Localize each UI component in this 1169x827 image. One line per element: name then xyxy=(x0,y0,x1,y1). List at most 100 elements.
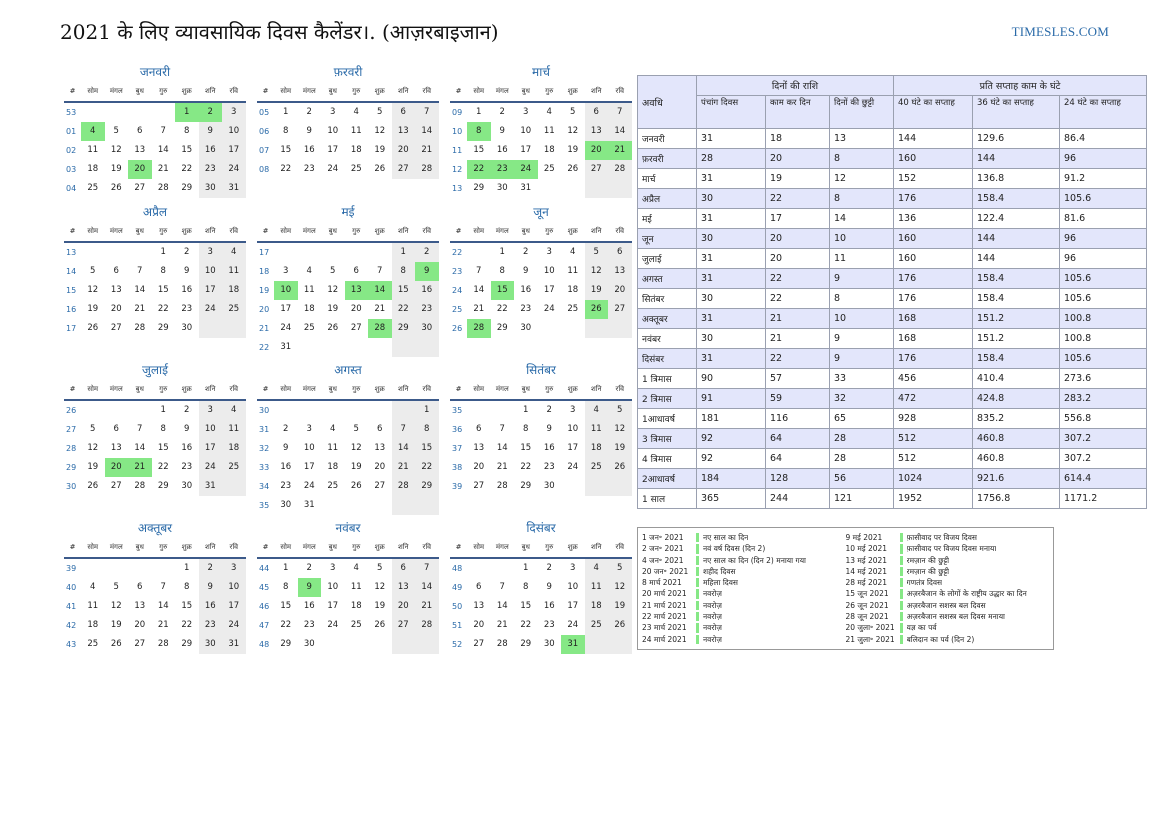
weekday-header: गुरु xyxy=(151,537,175,559)
day-cell: 3 xyxy=(283,266,289,276)
day-cell: 26 xyxy=(374,620,386,630)
holiday-marker xyxy=(696,578,699,588)
summary-value: 100.8 xyxy=(1059,328,1147,349)
month-name: अक्तूबर xyxy=(137,521,173,535)
day-cell: 19 xyxy=(327,304,339,314)
site-link[interactable]: TIMESLES.COM xyxy=(1011,24,1109,39)
summary-value: 122.4 xyxy=(972,208,1060,229)
day-cell: 22 xyxy=(496,304,508,314)
summary-value: 556.8 xyxy=(1059,408,1147,429)
day-cell: 26 xyxy=(110,183,122,193)
empty-day-cell xyxy=(391,401,415,420)
holiday-date: 8 मार्च 2021 xyxy=(642,578,682,588)
summary-value: 65 xyxy=(829,408,894,429)
day-cell: 3 xyxy=(570,563,576,573)
day-cell: 17 xyxy=(303,462,315,472)
weekday-header: सोम xyxy=(467,81,491,103)
weekday-header: शुक्र xyxy=(368,81,392,103)
day-cell: 27 xyxy=(391,160,415,179)
day-cell: 15 xyxy=(391,281,415,300)
summary-value: 144 xyxy=(893,128,973,149)
empty-day-cell xyxy=(222,477,246,496)
day-cell: 6 xyxy=(476,424,482,434)
week-number: 06 xyxy=(259,127,270,136)
day-cell: 8 xyxy=(523,424,529,434)
summary-value: 31 xyxy=(696,128,766,149)
holiday-marker xyxy=(899,578,903,588)
day-cell: 7 xyxy=(391,420,415,439)
holiday-name: गणतंत्र दिवस xyxy=(906,578,943,588)
summary-value: 96 xyxy=(1059,148,1147,169)
day-cell: 14 xyxy=(496,601,508,611)
weekday-header: शुक्र xyxy=(561,221,585,243)
week-number: 44 xyxy=(259,564,270,573)
week-number: 13 xyxy=(66,248,77,257)
weekday-header: सोम xyxy=(467,537,491,559)
weekday-header: शनि xyxy=(584,81,608,103)
empty-day-cell xyxy=(222,319,246,338)
day-cell: 4 xyxy=(306,266,312,276)
week-number-header: # xyxy=(450,537,467,559)
empty-day-cell xyxy=(345,635,369,654)
empty-day-cell xyxy=(321,243,345,262)
summary-value: 168 xyxy=(893,328,973,349)
summary-value: 86.4 xyxy=(1059,128,1147,149)
summary-period: जनवरी xyxy=(637,128,697,149)
summary-value: 176 xyxy=(893,348,973,369)
day-cell: 19 xyxy=(110,620,122,630)
day-cell: 24 xyxy=(222,160,246,179)
day-cell: 30 xyxy=(280,500,292,510)
day-cell: 30 xyxy=(198,635,222,654)
day-cell: 17 xyxy=(198,439,222,458)
weekday-header: शुक्र xyxy=(561,379,585,401)
day-cell: 25 xyxy=(327,481,339,491)
weekday-header: मंगल xyxy=(297,379,321,401)
day-cell: 26 xyxy=(327,323,339,333)
day-cell: 18 xyxy=(567,285,579,295)
weekday-header: गुरु xyxy=(537,81,561,103)
weekday-header: सोम xyxy=(274,537,298,559)
summary-value: 64 xyxy=(765,428,830,449)
day-cell: 3 xyxy=(523,107,529,117)
weekday-header: मंगल xyxy=(490,221,514,243)
day-cell: 13 xyxy=(374,443,386,453)
weekday-header: रवि xyxy=(608,221,632,243)
summary-value: 105.6 xyxy=(1059,268,1147,289)
week-number-header: # xyxy=(450,221,467,243)
empty-day-cell xyxy=(321,496,345,515)
holiday-date: 10 मई 2021 xyxy=(845,544,888,554)
month-grid: # सोम मंगल बुध गुरु शुक्र शनि रवि 09 1 2 3 4 5 6 7 10 8 9 1… xyxy=(450,81,632,198)
week-number-header: # xyxy=(450,379,467,401)
summary-value: 31 xyxy=(696,248,766,269)
day-cell: 28 xyxy=(134,481,146,491)
day-cell: 9 xyxy=(499,126,505,136)
summary-period: दिसंबर xyxy=(637,348,697,369)
summary-value: 21 xyxy=(765,328,830,349)
summary-subheader: काम कर दिन xyxy=(765,95,830,129)
day-cell: 14 xyxy=(134,443,146,453)
holiday-column-right: 9 मई 2021 फ़ासीवाद पर विजय दिवस 10 मई 2021… xyxy=(846,532,1050,649)
summary-value: 30 xyxy=(696,228,766,249)
holiday-row: 20 मार्च 2021 नवरोज़ xyxy=(642,588,846,599)
week-number: 26 xyxy=(452,324,463,333)
day-cell: 24 xyxy=(198,300,222,319)
day-cell: 3 xyxy=(306,424,312,434)
day-cell: 22 xyxy=(520,620,532,630)
day-cell: 6 xyxy=(113,424,119,434)
holiday-name: शहीद दिवस xyxy=(703,566,736,576)
summary-value: 160 xyxy=(893,228,973,249)
holiday-marker xyxy=(899,623,903,633)
day-cell: 11 xyxy=(350,126,362,136)
day-cell: 14 xyxy=(496,443,508,453)
day-cell: 31 xyxy=(561,635,585,654)
summary-value: 92 xyxy=(696,448,766,469)
day-cell: 27 xyxy=(134,183,146,193)
empty-day-cell xyxy=(538,179,562,198)
day-cell: 17 xyxy=(567,601,579,611)
holiday-row: 26 जून 2021 अज़रबैजान सशस्त्र बल दिवस xyxy=(846,600,1050,611)
day-cell: 5 xyxy=(584,243,608,262)
day-cell: 22 xyxy=(520,462,532,472)
empty-day-cell xyxy=(608,477,632,496)
summary-row: मई 31 17 14 136 122.4 81.6 xyxy=(637,208,1147,229)
week-number: 01 xyxy=(66,127,77,136)
